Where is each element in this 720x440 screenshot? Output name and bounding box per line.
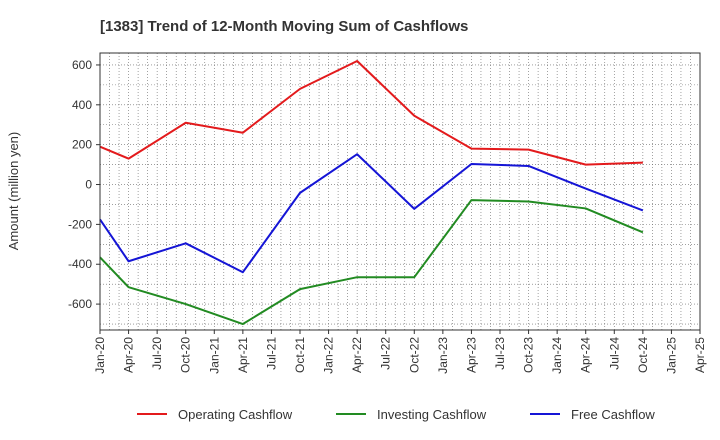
x-tick-label: Apr-24 [579, 337, 593, 373]
x-tick-label: Jan-21 [207, 337, 221, 374]
y-tick-label: 0 [85, 178, 92, 192]
legend-label: Operating Cashflow [178, 407, 293, 422]
x-tick-label: Jan-23 [436, 337, 450, 374]
y-tick-label: -200 [68, 217, 92, 231]
x-tick-label: Jul-21 [264, 337, 278, 370]
grid-lines [100, 53, 700, 330]
x-tick-label: Apr-25 [693, 337, 707, 373]
chart-title: [1383] Trend of 12-Month Moving Sum of C… [100, 18, 468, 35]
x-tick-label: Oct-23 [522, 337, 536, 373]
x-tick-label: Apr-22 [350, 337, 364, 373]
x-tick-label: Oct-22 [407, 337, 421, 373]
y-tick-label: -400 [68, 257, 92, 271]
x-tick-label: Jul-22 [379, 337, 393, 370]
axes: 600 400 200 0 -200 -400 -600 Jan-20 Apr-20 Jul-20… [68, 52, 707, 374]
legend-label: Free Cashflow [571, 407, 655, 422]
x-tick-label: Oct-21 [293, 337, 307, 373]
series-line-operating-cashflow [99, 59, 643, 166]
legend: Operating Cashflow Investing Cashflow Free… [137, 407, 655, 422]
y-tick-label: 600 [72, 58, 92, 72]
x-tick-label: Apr-20 [122, 337, 136, 373]
x-tick-label: Apr-23 [464, 337, 478, 373]
x-tick-label: Jul-20 [150, 337, 164, 370]
series-lines [99, 59, 644, 326]
plot-area-frame [99, 52, 701, 331]
y-axis-label: Amount (million yen) [6, 132, 21, 251]
x-tick-label: Apr-21 [236, 337, 250, 373]
x-tick-label: Oct-20 [179, 337, 193, 373]
y-tick-label: -600 [68, 297, 92, 311]
series-line-investing-cashflow [99, 199, 644, 326]
x-tick-label: Jan-24 [550, 337, 564, 374]
legend-label: Investing Cashflow [377, 407, 487, 422]
y-tick-label: 400 [72, 98, 92, 112]
y-tick-label: 200 [72, 138, 92, 152]
x-tick-label: Jan-25 [664, 337, 678, 374]
x-tick-label: Jul-23 [493, 337, 507, 370]
series-line-free-cashflow [99, 153, 644, 274]
x-tick-label: Jan-20 [93, 337, 107, 374]
x-tick-label: Oct-24 [636, 337, 650, 373]
x-tick-label: Jan-22 [322, 337, 336, 374]
x-tick-label: Jul-24 [607, 337, 621, 370]
